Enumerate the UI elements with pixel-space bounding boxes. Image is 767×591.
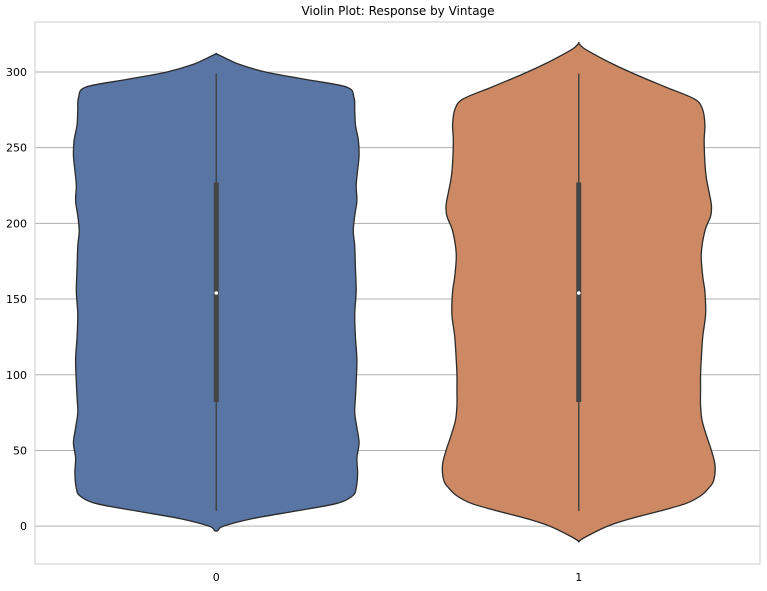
inner-boxes bbox=[213, 73, 582, 512]
y-axis-ticks: 0 50 100 150 200 250 300 bbox=[6, 66, 27, 533]
median-point-1 bbox=[576, 291, 581, 295]
median-point-0 bbox=[214, 291, 219, 295]
y-tick-label-150: 150 bbox=[6, 293, 27, 306]
y-tick-label-100: 100 bbox=[6, 369, 27, 382]
x-tick-label-0: 0 bbox=[213, 571, 220, 584]
y-tick-label-0: 0 bbox=[20, 520, 27, 533]
chart-title: Violin Plot: Response by Vintage bbox=[301, 4, 494, 18]
y-tick-label-200: 200 bbox=[6, 217, 27, 230]
plot-frame bbox=[34, 21, 761, 565]
y-tick-label-300: 300 bbox=[6, 66, 27, 79]
y-tick-label-50: 50 bbox=[13, 444, 27, 457]
y-tick-label-250: 250 bbox=[6, 142, 27, 155]
x-tick-label-1: 1 bbox=[575, 571, 582, 584]
